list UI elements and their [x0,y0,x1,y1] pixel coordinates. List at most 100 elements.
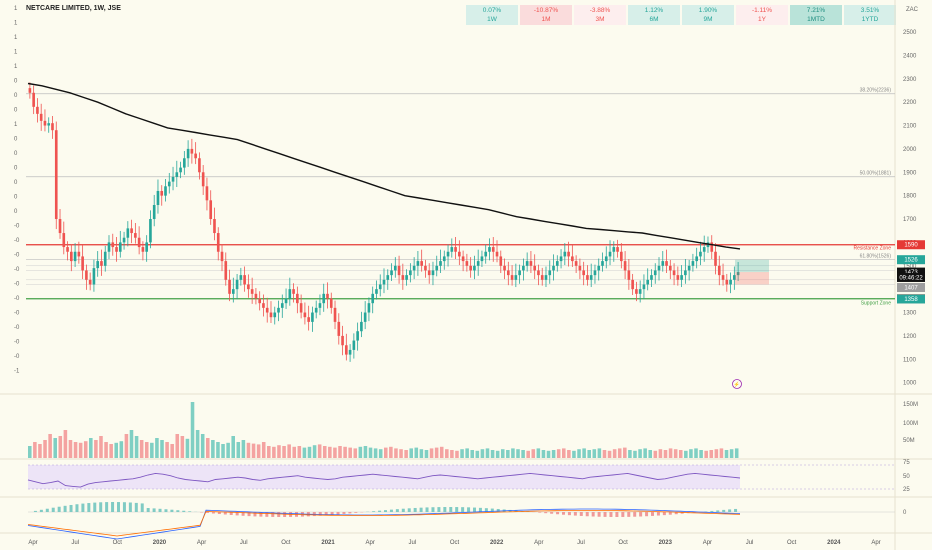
left-strip-label: -0 [14,282,20,288]
volume-bar [58,436,63,458]
perf-cell-1m[interactable]: -10.87% 1M [520,5,572,25]
macd-histogram-bar [407,508,411,512]
macd-histogram-bar [87,503,91,512]
price-tick-label: 1300 [903,311,917,317]
perf-label: 1M [541,16,551,23]
candle-body [510,275,514,280]
candle-body [397,265,401,276]
left-strip-label: 0 [14,79,18,85]
candle-body [469,265,472,271]
left-strip-label: 0 [14,108,18,114]
chart-title: NETCARE LIMITED, 1W, JSE [26,5,121,12]
candle-body [326,293,329,299]
candle-body [586,275,589,280]
macd-histogram-bar [639,512,643,517]
volume-bar [261,442,266,458]
perf-cell-9m[interactable]: 1.90% 9M [682,5,734,25]
macd-histogram-bar [140,503,144,512]
volume-bar [643,448,647,458]
price-axis-tag-label: 1358 [904,297,918,303]
macd-histogram-bar [425,507,429,512]
macd-histogram-bar [461,507,465,512]
volume-bar [399,449,403,458]
perf-value: 3.51% [860,7,880,14]
candle-body [201,172,205,187]
macd-histogram-bar [591,512,595,517]
perf-cell-3m[interactable]: -3.88% 3M [574,5,626,25]
volume-bar [475,450,480,458]
candle-body [522,265,525,271]
volume-bar [363,446,368,458]
volume-bar [424,450,429,458]
perf-cell-1ytd[interactable]: 3.51% 1YTD [844,5,896,25]
candle-body [672,270,676,276]
macd-histogram-bar [158,508,162,512]
price-tick-label: 2200 [903,100,917,106]
perf-cell-6m[interactable]: 1.12% 6M [628,5,680,25]
macd-histogram-bar [455,507,459,512]
macd-histogram-bar [401,508,405,512]
candle-body [284,298,288,304]
macd-histogram-bar [609,512,613,517]
volume-bar [28,446,32,458]
time-tick-label: Apr [366,540,375,546]
price-axis-tag-label: 09:46:22 [899,275,923,281]
macd-histogram-bar [597,512,601,517]
macd-histogram-bar [478,507,482,512]
macd-histogram-bar [247,512,251,517]
volume-bar [551,450,556,458]
macd-histogram-bar [710,510,714,512]
candle-body [100,261,103,266]
volume-bar [597,448,602,458]
candle-body [348,349,352,355]
candle-body [446,251,450,257]
volume-bar [587,450,591,458]
candle-body [299,303,303,313]
macd-histogram-bar [567,512,571,516]
macd-histogram-bar [39,509,43,512]
moving-average-line [27,82,741,250]
volume-bar [439,446,444,458]
macd-histogram-bar [615,512,619,517]
candle-body [122,237,126,243]
volume-bar [43,440,47,458]
candle-body [303,312,307,318]
time-tick-label: 2024 [827,540,841,546]
volume-bar [338,446,342,458]
macd-histogram-bar [544,512,548,514]
volume-bar [251,443,256,458]
macd-histogram-bar [57,506,61,512]
candle-body [360,321,363,332]
volume-bar [470,450,475,458]
candle-body [311,312,314,322]
candle-body [450,247,454,252]
volume-tick-label: 100M [903,421,918,427]
macd-histogram-bar [211,512,215,514]
candle-body [529,261,533,266]
perf-cell-1w[interactable]: 0.07% 1W [466,5,518,25]
macd-histogram-bar [449,507,453,512]
macd-histogram-bar [603,512,607,517]
macd-histogram-bar [75,504,79,512]
candle-body [111,242,115,248]
candle-body [559,256,563,262]
time-tick-label: Jul [577,540,585,546]
perf-cell-1mtd[interactable]: 7.21% 1MTD [790,5,842,25]
perf-label: 1Y [758,16,766,23]
volume-bar [582,448,586,458]
volume-bar [419,449,424,458]
candle-body [107,242,111,252]
volume-bar [307,446,312,458]
time-tick-label: Jul [240,540,248,546]
candle-body [96,261,100,269]
candle-body [574,261,578,266]
volume-bar [729,449,734,458]
macd-histogram-bar [229,512,233,515]
macd-histogram-bar [372,511,376,512]
left-strip-label: 1 [14,50,18,56]
perf-cell-1y[interactable]: -1.11% 1Y [736,5,788,25]
macd-histogram-bar [152,508,156,512]
candle-body [378,284,382,290]
volume-bar [455,450,459,458]
